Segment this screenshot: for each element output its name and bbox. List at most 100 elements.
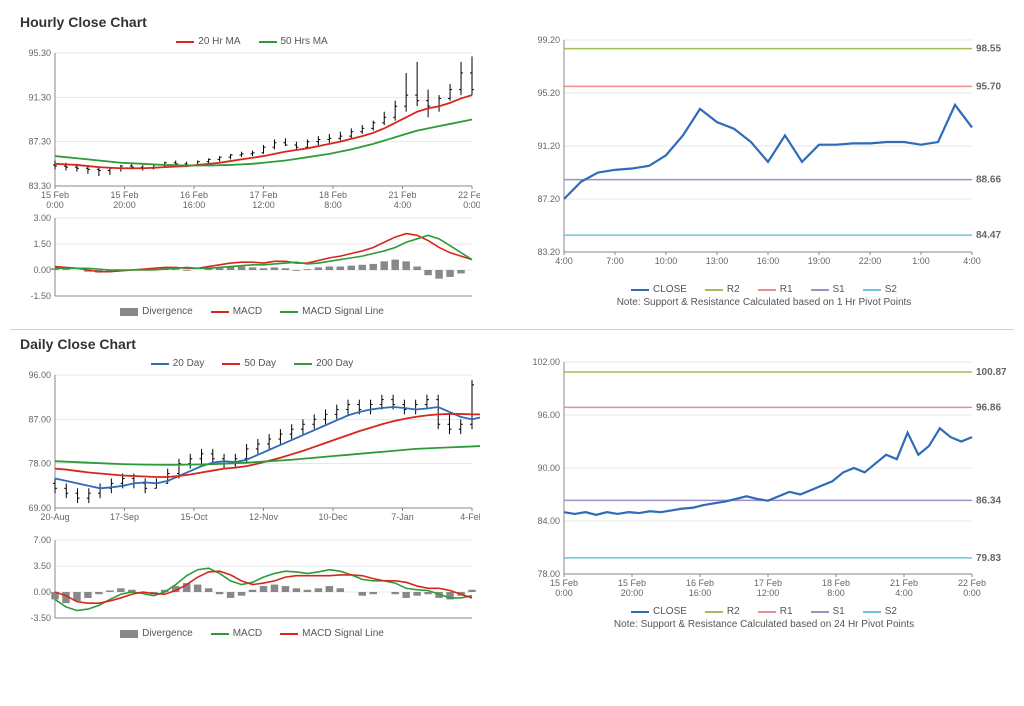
svg-text:-1.50: -1.50 [30,291,51,301]
svg-text:15 Feb: 15 Feb [550,578,578,588]
legend-item: MACD [211,628,262,639]
svg-text:16:00: 16:00 [183,200,206,210]
svg-text:96.86: 96.86 [976,402,1001,413]
svg-text:12-Nov: 12-Nov [249,512,279,522]
hourly-left-col: 20 Hr MA50 Hrs MA 83.3087.3091.3095.3015… [10,34,494,319]
legend-swatch [280,311,298,313]
svg-text:1:00: 1:00 [912,256,930,266]
legend-label: 20 Day [173,358,205,369]
svg-text:95.30: 95.30 [28,49,51,58]
svg-text:22:00: 22:00 [859,256,882,266]
svg-text:0:00: 0:00 [463,200,480,210]
svg-text:16 Feb: 16 Feb [686,578,714,588]
svg-text:0.00: 0.00 [33,265,51,275]
daily-price-chart: 69.0078.0087.0096.0020-Aug17-Sep15-Oct12… [10,371,480,536]
svg-text:4:00: 4:00 [394,200,412,210]
legend-label: 50 Day [244,358,276,369]
svg-text:98.55: 98.55 [976,44,1001,55]
svg-text:17-Sep: 17-Sep [110,512,139,522]
legend-label: S2 [885,284,897,295]
legend-swatch [211,311,229,313]
svg-text:4:00: 4:00 [555,256,573,266]
legend-item: Divergence [120,628,193,639]
svg-text:8:00: 8:00 [827,588,845,598]
svg-text:88.66: 88.66 [976,175,1001,186]
svg-text:18 Feb: 18 Feb [822,578,850,588]
svg-text:7-Jan: 7-Jan [391,512,414,522]
svg-text:95.70: 95.70 [976,81,1001,92]
svg-text:16 Feb: 16 Feb [180,190,208,200]
svg-text:19:00: 19:00 [808,256,831,266]
hourly-pivot-chart: 83.2087.2091.2095.2099.204:007:0010:0013… [514,34,1014,282]
legend-item: R1 [758,284,793,295]
legend-swatch [811,289,829,291]
svg-text:17 Feb: 17 Feb [249,190,277,200]
legend-label: CLOSE [653,284,687,295]
svg-text:10:00: 10:00 [655,256,678,266]
svg-text:7.00: 7.00 [33,536,51,545]
svg-text:15 Feb: 15 Feb [41,190,69,200]
hourly-price-chart: 83.3087.3091.3095.3015 Feb0:0015 Feb20:0… [10,49,480,214]
legend-item: MACD Signal Line [280,628,384,639]
legend-label: S2 [885,606,897,617]
svg-text:-3.50: -3.50 [30,613,51,623]
svg-text:95.20: 95.20 [537,88,560,98]
daily-pivot-note: Note: Support & Resistance Calculated ba… [514,619,1014,630]
legend-label: R1 [780,606,793,617]
legend-item: R1 [758,606,793,617]
hourly-row: 20 Hr MA50 Hrs MA 83.3087.3091.3095.3015… [10,34,1014,319]
legend-swatch [863,611,881,613]
legend-item: R2 [705,284,740,295]
legend-swatch [631,289,649,291]
svg-text:0:00: 0:00 [963,588,981,598]
legend-item: 200 Day [294,358,353,369]
legend-item: S2 [863,284,897,295]
svg-text:100.87: 100.87 [976,367,1007,378]
legend-swatch [294,363,312,365]
legend-swatch [120,308,138,316]
legend-label: S1 [833,284,845,295]
svg-text:86.34: 86.34 [976,495,1001,506]
legend-swatch [259,41,277,43]
legend-swatch [631,611,649,613]
svg-text:4-Feb: 4-Feb [460,512,480,522]
svg-text:8:00: 8:00 [324,200,342,210]
daily-price-legend: 20 Day 50 Day 200 Day [10,358,494,369]
legend-item: CLOSE [631,606,687,617]
legend-swatch [863,289,881,291]
svg-text:1.50: 1.50 [33,239,51,249]
legend-swatch [758,611,776,613]
svg-text:90.00: 90.00 [537,463,560,473]
svg-text:15-Oct: 15-Oct [180,512,208,522]
svg-text:10-Dec: 10-Dec [318,512,348,522]
legend-swatch [151,363,169,365]
svg-text:78.00: 78.00 [28,459,51,469]
hourly-title: Hourly Close Chart [20,14,1014,30]
legend-label: MACD [233,628,262,639]
svg-text:79.83: 79.83 [976,553,1001,564]
svg-text:99.20: 99.20 [537,35,560,45]
svg-text:96.00: 96.00 [28,371,51,380]
hourly-pivot-note: Note: Support & Resistance Calculated ba… [514,297,1014,308]
legend-item: 20 Day [151,358,205,369]
svg-text:87.30: 87.30 [28,137,51,147]
hourly-right-col: 83.2087.2091.2095.2099.204:007:0010:0013… [514,34,1014,319]
legend-label: 200 Day [316,358,353,369]
svg-text:20:00: 20:00 [621,588,644,598]
svg-text:18 Feb: 18 Feb [319,190,347,200]
svg-text:17 Feb: 17 Feb [754,578,782,588]
section-divider [10,329,1014,330]
svg-text:84.47: 84.47 [976,230,1001,241]
svg-text:4:00: 4:00 [963,256,981,266]
svg-text:22 Feb: 22 Feb [958,578,986,588]
legend-item: S1 [811,606,845,617]
hourly-price-legend: 20 Hr MA50 Hrs MA [10,36,494,47]
legend-item: S2 [863,606,897,617]
daily-pivot-legend: CLOSER2R1S1S2 [514,606,1014,617]
svg-text:13:00: 13:00 [706,256,729,266]
daily-row: 20 Day50 Day200 Day 69.0078.0087.0096.00… [10,356,1014,641]
legend-swatch [705,289,723,291]
legend-label: MACD Signal Line [302,628,384,639]
svg-text:91.20: 91.20 [537,141,560,151]
legend-label: 20 Hr MA [198,36,240,47]
